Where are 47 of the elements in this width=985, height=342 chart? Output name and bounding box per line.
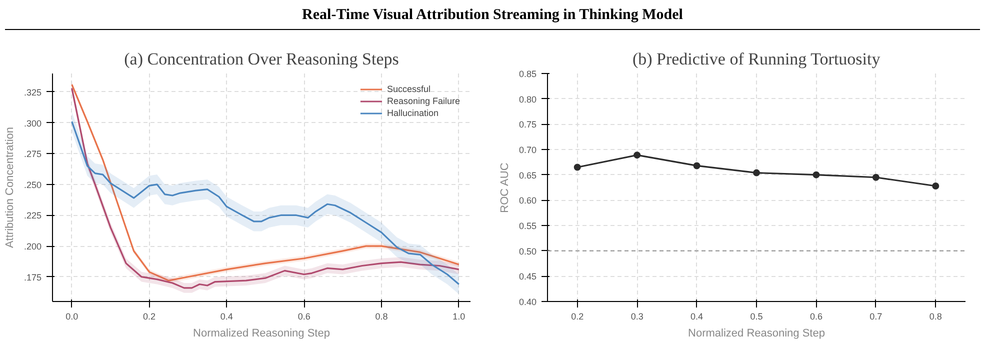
point	[693, 162, 700, 170]
x-tick-label: 0.2	[143, 312, 156, 322]
x-tick-label: 0.7	[870, 312, 882, 322]
x-axis-title: Normalized Reasoning Step	[688, 328, 825, 340]
y-tick-label: .225	[24, 210, 42, 221]
text: Real-Time Visual Attribution Streaming in Thinking Model	[5, 5, 980, 30]
y-tick-label: 0.75	[518, 120, 537, 130]
y-axis-title: Attribution Concentration	[4, 126, 16, 248]
x-tick-label: 0.2	[571, 312, 584, 322]
y-tick-label: .175	[24, 272, 42, 282]
y-tick-label: 0.50	[518, 246, 537, 256]
point	[753, 169, 760, 176]
x-tick-label: 0.5	[750, 312, 763, 322]
x-tick-label: 0.8	[929, 312, 942, 322]
y-tick-label: .200	[24, 242, 42, 252]
legend-label: Successful	[386, 83, 430, 95]
y-tick-label: 0.85	[518, 69, 537, 79]
point	[872, 174, 880, 181]
chart-title: (b) Predictive of Running Tortuosity	[632, 50, 881, 68]
y-tick-label: .250	[24, 180, 42, 190]
y-axis-title: ROC AUC	[498, 162, 511, 213]
y-tick-label: 0.65	[518, 170, 537, 180]
x-tick-label: 0.3	[630, 312, 644, 322]
x-tick-label: 1.0	[452, 312, 466, 322]
point	[812, 171, 820, 178]
y-tick-label: 0.60	[518, 196, 537, 206]
y-tick-label: 0.45	[518, 272, 537, 282]
x-tick-label: 0.8	[375, 312, 388, 322]
x-axis-title: Normalized Reasoning Step	[193, 328, 330, 340]
y-tick-label: 0.70	[518, 145, 537, 155]
point	[634, 152, 641, 159]
chart-title: (a) Concentration Over Reasoning Steps	[124, 50, 399, 68]
point	[574, 164, 581, 171]
y-tick-label: .325	[24, 87, 42, 98]
x-tick-label: 0.4	[220, 312, 233, 322]
x-tick-label: 0.0	[66, 312, 78, 322]
x-tick-label: 0.6	[810, 312, 822, 322]
x-tick-label: 0.6	[298, 312, 310, 322]
x-tick-label: 0.4	[690, 312, 704, 322]
legend-label: Reasoning Failure	[386, 95, 460, 107]
y-tick-label: 0.80	[518, 94, 537, 104]
legend-label: Hallucination	[386, 107, 438, 119]
y-tick-label: .300	[24, 118, 42, 128]
point	[932, 182, 940, 190]
y-tick-label: .275	[24, 149, 42, 160]
y-tick-label: 0.55	[518, 221, 537, 231]
y-tick-label: 0.40	[518, 297, 537, 307]
